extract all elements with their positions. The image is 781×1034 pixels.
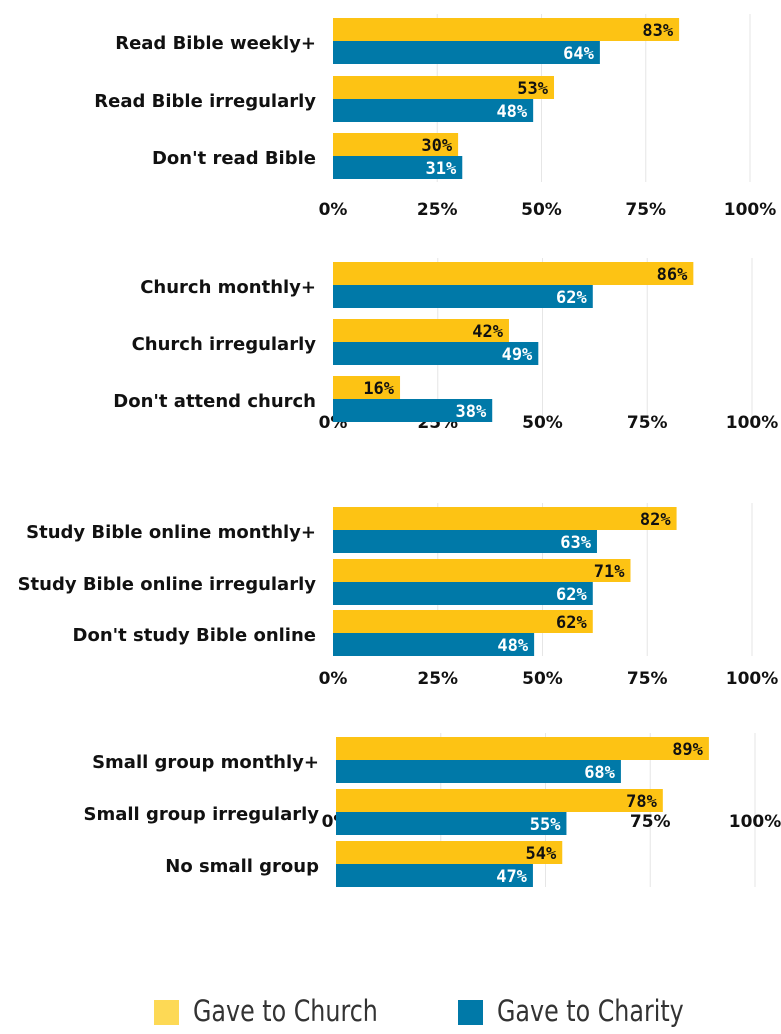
bar-charity (333, 285, 593, 308)
category-label: Read Bible irregularly (94, 91, 316, 112)
category-label: Don't read Bible (152, 148, 316, 169)
data-label-charity: 48% (497, 636, 528, 656)
bar-charity (333, 530, 597, 553)
data-label-church: 86% (657, 265, 688, 285)
category-label: Study Bible online monthly+ (26, 522, 316, 543)
bar-church (333, 610, 593, 633)
x-tick-label: 100% (724, 200, 777, 220)
x-tick-label: 25% (417, 669, 458, 689)
bar-charity (333, 582, 593, 605)
bar-church (333, 507, 677, 530)
category-label: No small group (165, 856, 319, 877)
x-tick-label: 0% (319, 200, 348, 220)
bar-church (336, 841, 563, 864)
data-label-charity: 49% (502, 345, 533, 365)
data-label-charity: 62% (556, 288, 587, 308)
data-label-church: 30% (421, 136, 452, 156)
bar-charity (333, 633, 535, 656)
data-label-charity: 48% (496, 102, 527, 122)
x-tick-label: 50% (521, 200, 562, 220)
x-tick-label: 75% (627, 669, 668, 689)
bar-church (333, 319, 509, 342)
data-label-charity: 38% (456, 402, 487, 422)
bar-church (333, 133, 459, 156)
legend-swatch-church (154, 1000, 179, 1025)
data-label-charity: 63% (560, 533, 591, 553)
category-label: Church monthly+ (140, 277, 316, 298)
category-label: Small group monthly+ (92, 752, 319, 773)
x-tick-label: 100% (726, 413, 779, 433)
bar-charity (336, 760, 621, 783)
bar-charity (333, 399, 493, 422)
x-tick-label: 75% (625, 200, 666, 220)
data-label-charity: 55% (530, 815, 561, 835)
data-label-church: 83% (642, 21, 673, 41)
data-label-charity: 68% (584, 763, 615, 783)
data-label-charity: 64% (563, 44, 594, 64)
category-label: Study Bible online irregularly (18, 574, 317, 595)
bar-charity (333, 99, 534, 122)
x-tick-label: 0% (319, 669, 348, 689)
legend-swatch-charity (458, 1000, 483, 1025)
data-label-church: 42% (472, 322, 503, 342)
data-label-charity: 31% (426, 159, 457, 179)
legend-label-church: Gave to Church (193, 994, 378, 1028)
bar-church (333, 18, 680, 41)
category-label: Read Bible weekly+ (115, 33, 316, 54)
data-label-church: 54% (526, 844, 557, 864)
category-label: Small group irregularly (84, 804, 320, 825)
x-tick-label: 25% (417, 200, 458, 220)
x-tick-label: 75% (630, 812, 671, 832)
bar-church (336, 737, 709, 760)
category-label: Don't attend church (113, 391, 316, 412)
category-label: Church irregularly (132, 334, 317, 355)
bar-charity (336, 864, 533, 887)
bar-church (333, 376, 401, 399)
data-label-charity: 62% (556, 585, 587, 605)
data-label-church: 16% (363, 379, 394, 399)
x-tick-label: 50% (522, 669, 563, 689)
x-tick-label: 100% (729, 812, 781, 832)
bar-charity (333, 342, 539, 365)
bar-church (336, 789, 663, 812)
legend-label-charity: Gave to Charity (497, 994, 684, 1028)
data-label-church: 78% (626, 792, 657, 812)
x-tick-label: 75% (627, 413, 668, 433)
data-label-church: 53% (517, 79, 548, 99)
bar-charity (336, 812, 567, 835)
bar-church (333, 559, 631, 582)
bar-church (333, 76, 555, 99)
x-tick-label: 100% (726, 669, 779, 689)
category-label: Don't study Bible online (73, 625, 316, 646)
data-label-church: 89% (672, 740, 703, 760)
data-label-church: 62% (556, 613, 587, 633)
data-label-charity: 47% (496, 867, 527, 887)
bar-church (333, 262, 694, 285)
bar-charity (333, 156, 463, 179)
bar-charity (333, 41, 600, 64)
data-label-church: 82% (640, 510, 671, 530)
data-label-church: 71% (594, 562, 625, 582)
x-tick-label: 50% (522, 413, 563, 433)
